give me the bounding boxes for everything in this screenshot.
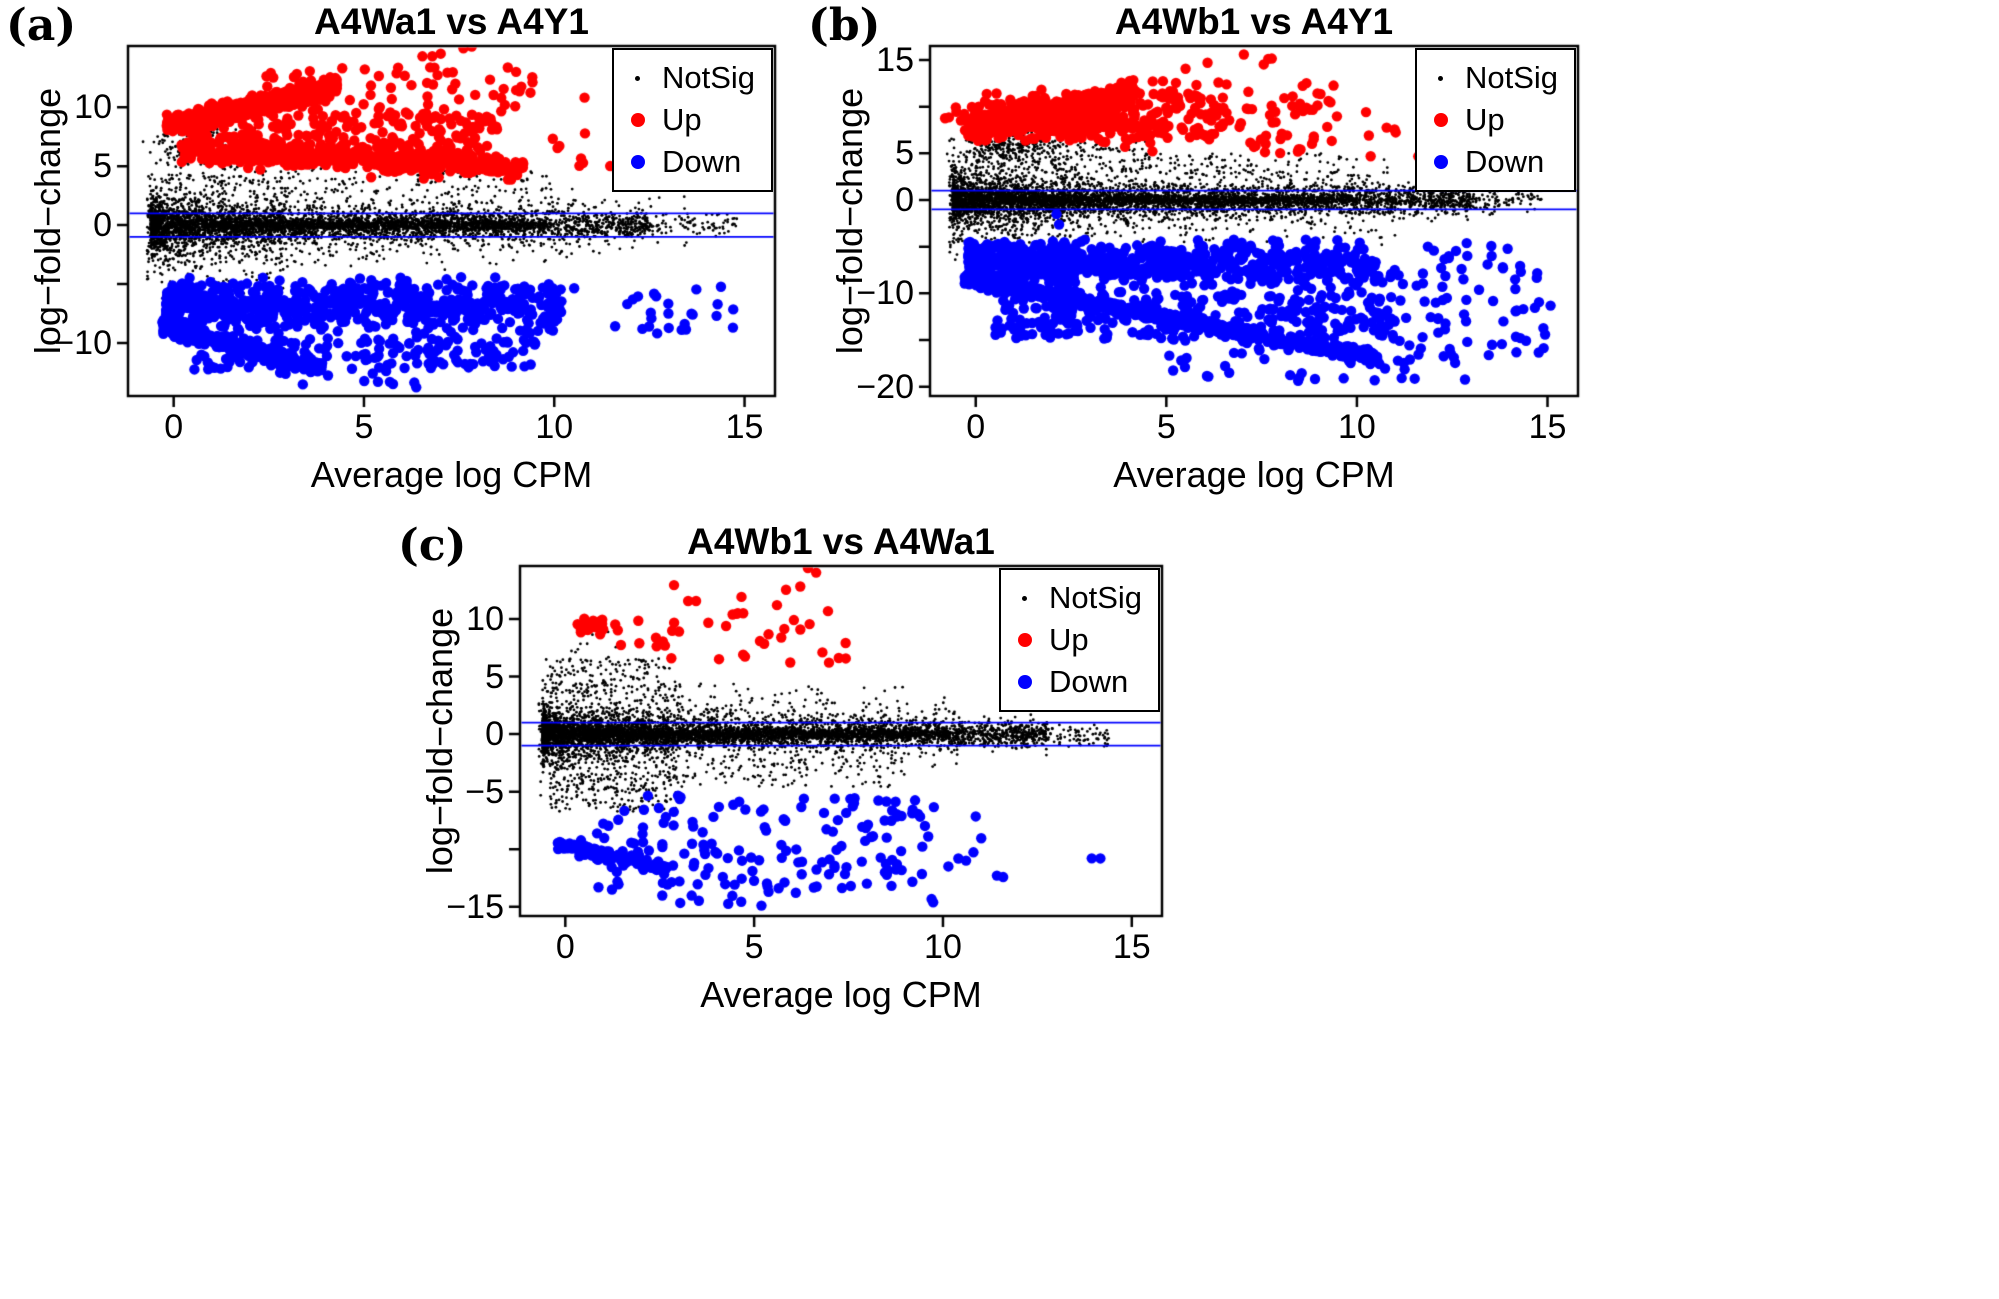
- legend-dot-icon: [1427, 75, 1455, 81]
- x-axis-label-a: Average log CPM: [310, 454, 593, 495]
- legend-label: Down: [661, 144, 742, 179]
- legend-item-up: Up: [1427, 100, 1558, 140]
- legend-dot-icon: [1427, 113, 1455, 127]
- x-tick-label: 0: [966, 408, 986, 446]
- x-axis-label-c: Average log CPM: [700, 974, 982, 1015]
- x-tick-label: 0: [164, 408, 184, 446]
- x-tick-label: 15: [1528, 408, 1567, 446]
- legend-dot-icon: [1011, 633, 1039, 647]
- plot-title-b: A4Wb1 vs A4Y1: [1114, 1, 1394, 42]
- y-tick-label: 5: [895, 134, 914, 173]
- legend-dot-icon: [624, 155, 652, 169]
- x-tick-label: 10: [1337, 408, 1376, 446]
- y-tick-label: 0: [93, 206, 112, 245]
- legend-dot-icon: [1427, 155, 1455, 169]
- x-axis-label-b: Average log CPM: [1113, 454, 1395, 495]
- y-tick-label: −10: [856, 274, 914, 313]
- plot-title-a: A4Wa1 vs A4Y1: [314, 1, 589, 42]
- y-tick-label: 0: [895, 181, 914, 219]
- x-tick-label: 10: [535, 408, 574, 446]
- y-tick-label: −20: [856, 367, 914, 406]
- legend-label: Down: [1464, 144, 1545, 179]
- x-tick-label: 5: [1156, 408, 1176, 446]
- legend-item-notsig: NotSig: [1011, 578, 1142, 618]
- legend-item-up: Up: [1011, 620, 1142, 660]
- x-tick-label: 10: [924, 928, 962, 966]
- legend-label: Up: [1048, 622, 1089, 657]
- legend-item-down: Down: [624, 142, 755, 182]
- y-tick-label: 10: [466, 599, 504, 638]
- legend-item-up: Up: [624, 100, 755, 140]
- legend-a: NotSig Up Down: [611, 48, 773, 192]
- panel-a: (a) A4Wa1 vs A4Y1 Average log CPM log−fo…: [6, 0, 775, 495]
- legend-c: NotSig Up Down: [998, 568, 1160, 712]
- legend-item-down: Down: [1011, 662, 1142, 702]
- y-tick-label: 0: [485, 715, 504, 754]
- panel-tag-a: (a): [6, 0, 77, 51]
- y-tick-label: 15: [876, 41, 914, 79]
- legend-dot-icon: [624, 113, 652, 127]
- legend-label: NotSig: [1048, 580, 1142, 615]
- y-tick-label: −5: [465, 772, 504, 811]
- legend-b: NotSig Up Down: [1414, 48, 1576, 192]
- legend-label: NotSig: [1464, 60, 1558, 95]
- legend-item-notsig: NotSig: [624, 58, 755, 98]
- y-tick-label: 5: [485, 657, 504, 696]
- panel-tag-c: (c): [398, 520, 467, 571]
- legend-label: Down: [1048, 664, 1129, 699]
- panel-b: (b) A4Wb1 vs A4Y1 Average log CPM log−fo…: [808, 0, 1578, 495]
- x-tick-label: 15: [725, 408, 764, 446]
- x-tick-label: 15: [1112, 928, 1151, 966]
- x-tick-label: 5: [354, 408, 374, 446]
- plot-title-c: A4Wb1 vs A4Wa1: [687, 521, 995, 562]
- y-tick-label: 10: [74, 88, 112, 127]
- panel-tag-b: (b): [808, 0, 881, 51]
- x-tick-label: 0: [555, 928, 575, 966]
- y-tick-label: −15: [446, 887, 504, 926]
- legend-item-down: Down: [1427, 142, 1558, 182]
- legend-label: NotSig: [661, 60, 755, 95]
- legend-dot-icon: [624, 75, 652, 81]
- legend-dot-icon: [1011, 595, 1039, 601]
- y-axis-label-b: log−fold−change: [829, 87, 870, 355]
- legend-dot-icon: [1011, 675, 1039, 689]
- panel-c: (c) A4Wb1 vs A4Wa1 Average log CPM log−f…: [398, 520, 1162, 1015]
- legend-item-notsig: NotSig: [1427, 58, 1558, 98]
- legend-label: Up: [1464, 102, 1505, 137]
- legend-label: Up: [661, 102, 702, 137]
- y-tick-label: −10: [54, 323, 112, 362]
- y-tick-label: 5: [93, 147, 112, 186]
- x-tick-label: 5: [744, 928, 764, 966]
